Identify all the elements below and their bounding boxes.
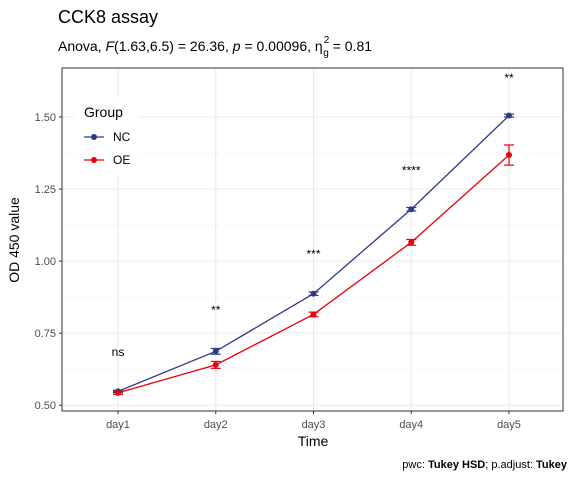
data-point-nc: [408, 206, 415, 213]
legend-background: [74, 98, 138, 174]
data-point-nc: [506, 112, 512, 119]
significance-label: ***: [306, 247, 320, 261]
significance-label: ****: [402, 163, 421, 177]
subtitle-eta-sub: g: [323, 48, 329, 59]
significance-label: **: [211, 303, 221, 317]
chart-caption: pwc: Tukey HSD; p.adjust: Tukey: [402, 459, 568, 471]
y-tick-label: 1.00: [35, 256, 56, 268]
chart-subtitle: Anova, F(1.63,6.5) = 26.36, p = 0.00096,…: [58, 35, 372, 59]
significance-label: **: [504, 71, 514, 85]
x-tick-label: day4: [399, 419, 423, 431]
panel-border: [61, 67, 564, 412]
y-tick-label: 0.50: [35, 400, 56, 412]
legend: Group NC OE: [74, 98, 138, 174]
x-axis: day1 day2 day3 day4 day5: [106, 411, 521, 431]
subtitle-prefix: Anova,: [58, 38, 105, 54]
x-tick-label: day1: [106, 419, 130, 431]
legend-point-oe: [91, 157, 97, 163]
x-tick-label: day2: [204, 419, 228, 431]
legend-items: NC OE: [84, 130, 131, 167]
caption-separator: ; p.adjust:: [485, 459, 536, 471]
legend-label-oe: OE: [113, 153, 130, 167]
y-axis-title: OD 450 value: [6, 197, 22, 283]
data-point-oe: [310, 311, 317, 318]
subtitle-eta-symbol: η: [315, 38, 323, 54]
legend-point-nc: [91, 134, 97, 140]
data-point-nc: [212, 348, 219, 355]
caption-pwc-label: pwc:: [402, 459, 428, 471]
subtitle-p-symbol: p: [232, 38, 241, 54]
significance-label: ns: [112, 345, 125, 359]
data-point-oe: [115, 389, 121, 396]
legend-title: Group: [84, 104, 123, 120]
subtitle-eta-sup: 2: [324, 35, 330, 46]
chart-title: CCK8 assay: [58, 7, 158, 27]
legend-label-nc: NC: [113, 130, 131, 144]
x-tick-label: day3: [302, 419, 326, 431]
caption-adjust-value: Tukey: [536, 459, 568, 471]
data-point-nc: [310, 290, 317, 297]
data-point-oe: [212, 361, 219, 368]
data-point-oe: [506, 152, 512, 159]
y-tick-label: 1.25: [35, 184, 56, 196]
y-axis: 0.50 0.75 1.00 1.25 1.50: [35, 112, 62, 412]
x-axis-title: Time: [298, 433, 329, 449]
y-tick-label: 0.75: [35, 328, 56, 340]
subtitle-eta-value: = 0.81: [329, 38, 372, 54]
series-group: [113, 112, 514, 396]
subtitle-p-value: = 0.00096,: [241, 38, 315, 54]
subtitle-f-symbol: F: [105, 38, 115, 54]
x-tick-label: day5: [497, 419, 521, 431]
significance-labels: ns***********: [112, 71, 514, 359]
data-point-oe: [408, 239, 415, 246]
subtitle-f-value: (1.63,6.5) = 26.36,: [114, 38, 233, 54]
y-tick-label: 1.50: [35, 112, 56, 124]
caption-pwc-value: Tukey HSD: [428, 459, 485, 471]
